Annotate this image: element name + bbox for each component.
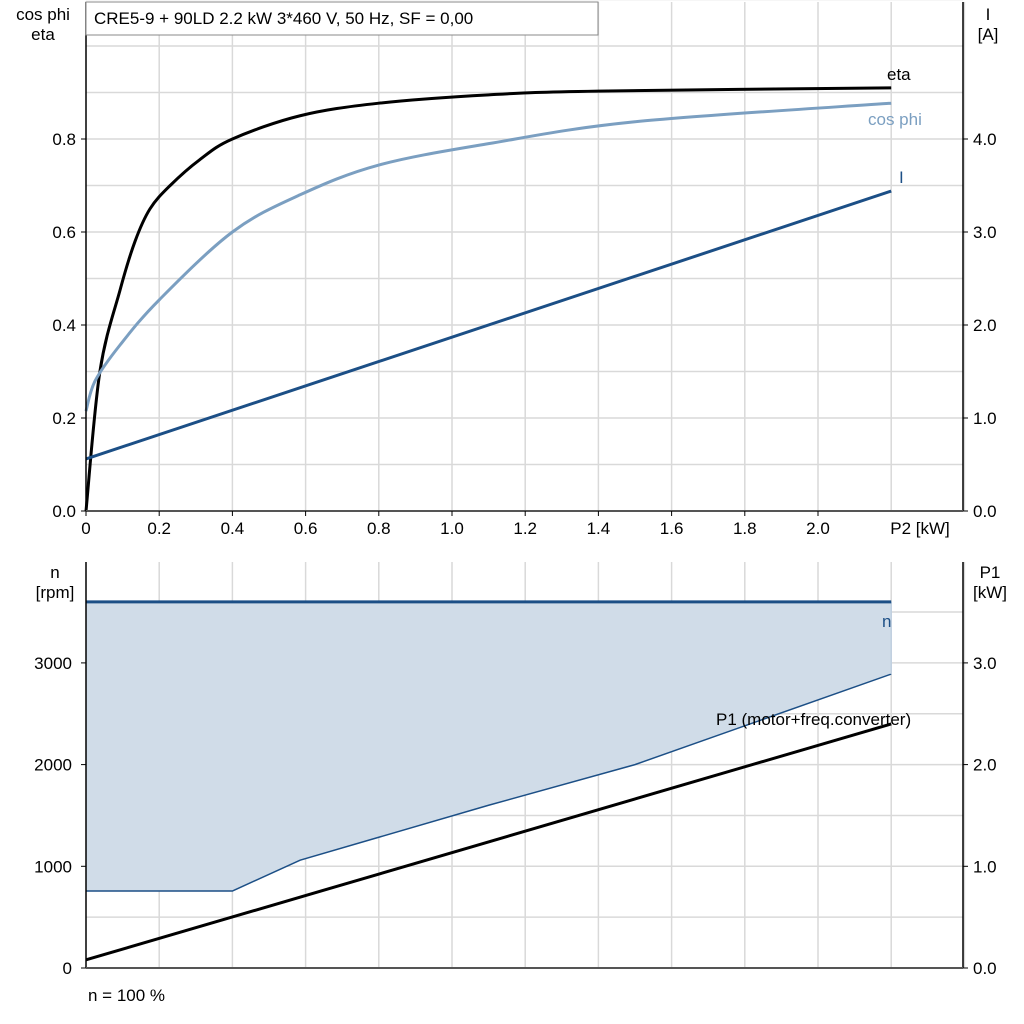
footer-speed-note: n = 100 % [88, 986, 165, 1005]
y-tick-label: 2000 [34, 756, 72, 775]
y-right-label-kw: [kW] [973, 583, 1007, 602]
y-right-label-p1: P1 [980, 563, 1001, 582]
chart-title: CRE5-9 + 90LD 2.2 kW 3*460 V, 50 Hz, SF … [94, 9, 473, 28]
y-right-tick-label: 1.0 [973, 857, 997, 876]
y-label-eta: eta [31, 25, 55, 44]
y-tick-label: 1000 [34, 857, 72, 876]
series-label-cosphi: cos phi [868, 110, 922, 129]
y-right-tick-label: 2.0 [973, 756, 997, 775]
y-tick-label: 3000 [34, 654, 72, 673]
n-min-line [86, 673, 892, 892]
title-box [85, 1, 599, 36]
y-tick-label: 0.6 [52, 223, 76, 242]
x-tick-label: 1.0 [440, 519, 464, 538]
x-tick-label: 0.8 [367, 519, 391, 538]
y-right-tick-label: 3.0 [973, 223, 997, 242]
y-right-label-unit: [A] [978, 25, 999, 44]
x-tick-label: 0.6 [294, 519, 318, 538]
series-line-cos-phi [84, 101, 892, 412]
x-tick-label: 2.0 [806, 519, 830, 538]
series-label-p1: P1 (motor+freq.converter) [716, 710, 911, 729]
y-right-tick-label: 2.0 [973, 316, 997, 335]
y-label-cosphi: cos phi [16, 5, 70, 24]
x-tick-label: 0.4 [221, 519, 245, 538]
series-label-i: I [899, 168, 904, 187]
x-tick-label: 0.2 [147, 519, 171, 538]
y-tick-label: 0.2 [52, 409, 76, 428]
x-tick-label: 1.2 [513, 519, 537, 538]
series-label-n: n [882, 612, 891, 631]
x-tick-label: 1.8 [733, 519, 757, 538]
x-tick-label: 1.4 [587, 519, 611, 538]
x-tick-label: 1.6 [660, 519, 684, 538]
chart-marks [84, 86, 892, 962]
y-tick-label: 0.0 [52, 502, 76, 521]
x-tick-label: 0 [81, 519, 90, 538]
y-right-tick-label: 1.0 [973, 409, 997, 428]
y-right-tick-label: 0.0 [973, 502, 997, 521]
x-axis-label: P2 [kW] [890, 519, 950, 538]
series-line-p1 [85, 722, 892, 962]
y-label-rpm: [rpm] [36, 583, 75, 602]
n-range-area [86, 601, 892, 892]
axes: 0 0.2 0.4 0.6 0.8 1.0 1.2 1.4 1.6 1.8 2.0 0.0 0.2 0.4… [34, 2, 997, 978]
y-right-tick-label: 4.0 [973, 130, 997, 149]
top-grid [86, 0, 966, 511]
y-right-tick-label: 0.0 [973, 959, 997, 978]
y-tick-label: 0.8 [52, 130, 76, 149]
y-tick-label: 0 [63, 959, 72, 978]
series-line-eta [84, 86, 892, 512]
y-right-label-i: I [986, 5, 991, 24]
series-label-eta: eta [887, 65, 911, 84]
y-tick-label: 0.4 [52, 316, 76, 335]
y-label-n: n [50, 563, 59, 582]
series-line-i [85, 189, 892, 461]
y-right-tick-label: 3.0 [973, 654, 997, 673]
